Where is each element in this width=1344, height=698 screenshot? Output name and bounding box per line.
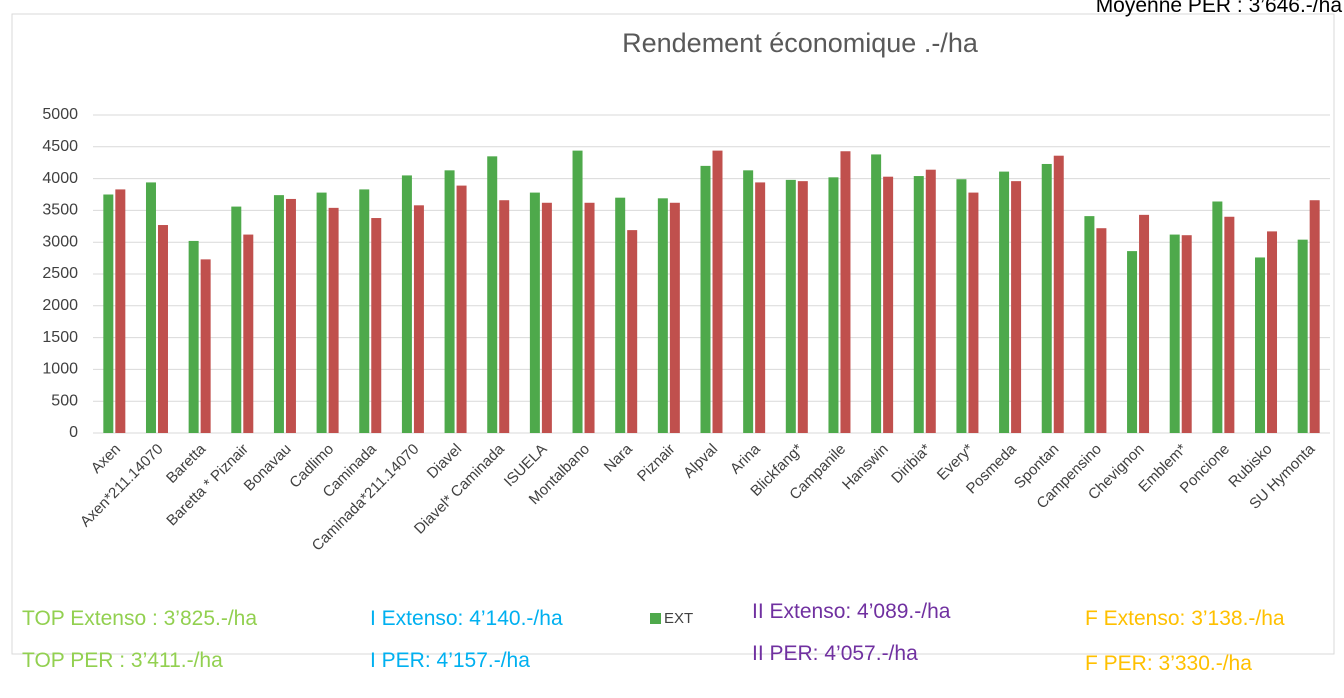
bar <box>840 151 851 433</box>
bar <box>115 189 126 433</box>
bar <box>999 171 1010 433</box>
bar <box>1096 228 1107 433</box>
annotation: TOP PER : 3’411.-/ha <box>22 649 223 672</box>
bar <box>968 192 979 433</box>
annotation: II PER: 4’057.-/ha <box>752 642 918 665</box>
bar <box>712 150 723 433</box>
bar <box>785 179 796 433</box>
bar <box>828 177 839 433</box>
bar <box>627 230 638 433</box>
x-tick-label: Nara <box>601 440 636 475</box>
y-tick-label: 1500 <box>42 329 78 346</box>
legend-label: EXT <box>664 610 693 627</box>
x-tick-label: Diribia* <box>888 441 934 487</box>
y-tick-label: 500 <box>51 392 78 409</box>
bar <box>743 170 754 433</box>
chart-border <box>11 13 1335 655</box>
bar <box>913 176 924 433</box>
x-tick-label: Alpval <box>680 441 721 482</box>
x-tick-label: Bonavau <box>241 441 295 495</box>
bar <box>1297 239 1308 433</box>
bar <box>1084 216 1095 433</box>
bar <box>188 240 199 433</box>
x-tick-label: Arina <box>727 440 764 477</box>
bar <box>145 182 156 433</box>
x-tick-label: Axen <box>88 441 124 477</box>
bar <box>925 169 936 434</box>
bar <box>103 194 114 433</box>
bar <box>541 202 552 433</box>
bar <box>669 202 680 433</box>
annotation: TOP Extenso : 3’825.-/ha <box>22 607 257 630</box>
bar <box>797 181 808 433</box>
bar <box>1255 257 1266 433</box>
y-tick-label: 3000 <box>42 233 78 250</box>
bar <box>1139 214 1150 433</box>
bar <box>883 176 894 433</box>
bar <box>273 195 284 433</box>
bar <box>1224 216 1235 433</box>
bar <box>529 192 540 433</box>
y-tick-label: 5000 <box>42 106 78 123</box>
x-tick-label: Diavel <box>424 441 465 482</box>
bar <box>572 150 583 433</box>
bar <box>871 154 882 433</box>
chart-title: Rendement économique .-/ha <box>622 28 979 58</box>
bar <box>615 197 626 433</box>
legend-swatch <box>650 613 661 624</box>
x-tick-label: Piznair <box>634 441 678 485</box>
annotation: I Extenso: 4’140.-/ha <box>370 607 563 630</box>
bar <box>657 198 668 433</box>
bar <box>157 225 168 433</box>
bar <box>1267 231 1278 433</box>
y-tick-label: 2000 <box>42 297 78 314</box>
bar <box>200 259 211 433</box>
bar <box>1053 155 1064 434</box>
bar <box>1181 235 1192 433</box>
bar <box>487 156 498 433</box>
bar <box>1041 163 1052 434</box>
bar <box>444 170 455 433</box>
bar <box>499 200 510 433</box>
bar <box>700 165 711 433</box>
y-tick-label: 2500 <box>42 265 78 282</box>
y-tick-label: 0 <box>69 424 78 441</box>
bar <box>755 182 766 433</box>
annotation: F Extenso: 3’138.-/ha <box>1085 607 1285 630</box>
bar <box>371 218 382 433</box>
annotation: F PER: 3’330.-/ha <box>1085 652 1252 675</box>
bar <box>1169 234 1180 433</box>
bar <box>456 185 467 433</box>
y-tick-label: 1000 <box>42 361 78 378</box>
bar <box>1212 201 1223 433</box>
bar <box>1011 181 1022 433</box>
bar <box>328 207 339 433</box>
bar <box>231 206 242 433</box>
y-tick-label: 4500 <box>42 138 78 155</box>
y-tick-label: 4000 <box>42 170 78 187</box>
bar <box>359 189 370 433</box>
bar <box>401 175 412 434</box>
bar <box>1127 251 1138 433</box>
bar <box>1309 200 1320 433</box>
x-tick-label: Hanswin <box>839 441 892 494</box>
annotation: I PER: 4’157.-/ha <box>370 649 530 672</box>
bar <box>584 202 595 433</box>
bar <box>285 198 296 433</box>
annotation: Moyenne PER : 3’646.-/ha <box>1096 0 1343 17</box>
y-tick-label: 3500 <box>42 202 78 219</box>
bar <box>316 192 327 433</box>
annotation: II Extenso: 4’089.-/ha <box>752 600 951 623</box>
bar <box>243 234 254 433</box>
bar <box>956 179 967 433</box>
bar <box>413 205 424 433</box>
